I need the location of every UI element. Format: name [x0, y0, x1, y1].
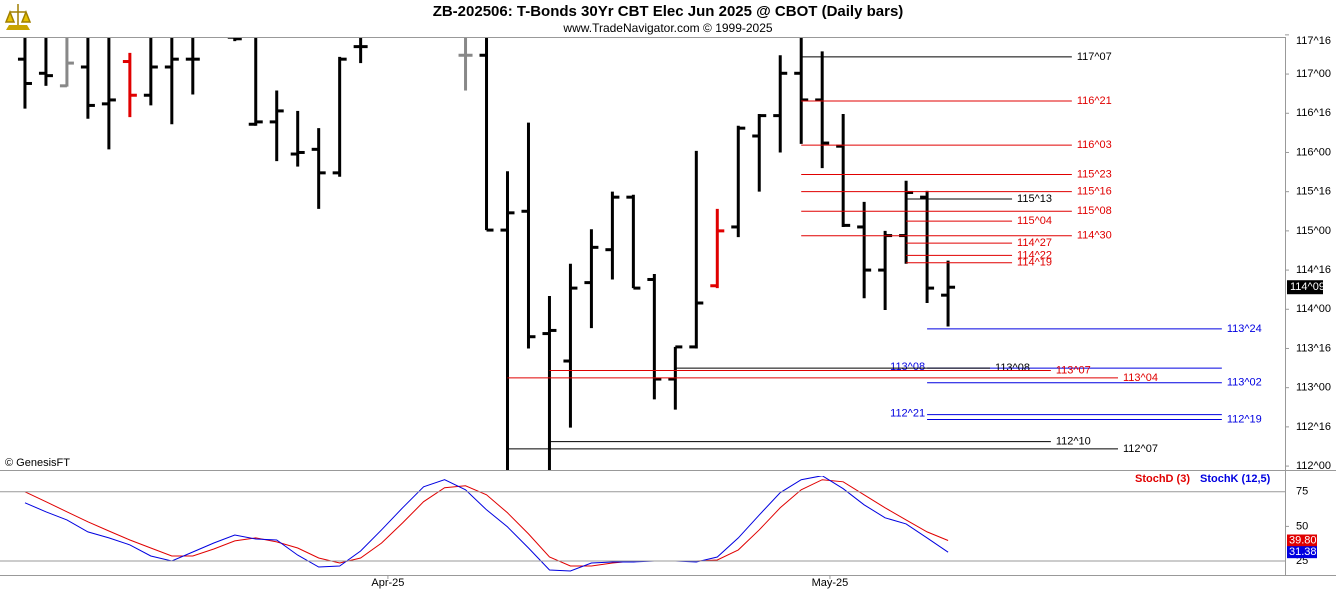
- level-label: 114^27: [1017, 237, 1052, 249]
- level-label: 113^08: [890, 361, 925, 373]
- chart-title: ZB-202506: T-Bonds 30Yr CBT Elec Jun 202…: [433, 3, 904, 20]
- level-label: 115^08: [1077, 205, 1112, 217]
- stoch-line: [24, 479, 949, 567]
- level-label: 113^08: [995, 362, 1030, 374]
- y-tick-label: 50: [1296, 520, 1308, 532]
- level-label: 116^21: [1077, 95, 1112, 107]
- y-tick-label: 115^16: [1296, 186, 1331, 198]
- stoch-line: [24, 476, 949, 572]
- level-label: 115^13: [1017, 193, 1052, 205]
- level-label: 114^30: [1077, 230, 1112, 242]
- y-tick-label: 112^16: [1296, 421, 1331, 433]
- x-tick-label: Apr-25: [371, 577, 404, 589]
- level-label: 112^21: [890, 408, 925, 420]
- last-price-box: [1287, 280, 1323, 295]
- stoch-plot: [24, 476, 949, 572]
- level-label: 112^10: [1056, 435, 1091, 447]
- level-label: 115^16: [1077, 186, 1112, 198]
- level-label: 114^22: [1017, 249, 1052, 261]
- last-value-box: [1287, 534, 1317, 547]
- legend-entry: StochD (3): [1135, 473, 1190, 485]
- y-tick-label: 115^00: [1296, 225, 1331, 237]
- y-tick-label: 116^16: [1296, 107, 1331, 119]
- price-plot: [17, 38, 956, 470]
- level-label: 116^03: [1077, 139, 1112, 151]
- last-value-label: 39.80: [1289, 534, 1317, 546]
- y-tick-label: 116^00: [1296, 146, 1331, 158]
- level-label: 113^02: [1227, 377, 1262, 389]
- y-tick-label: 113^00: [1296, 382, 1331, 394]
- level-label: 113^04: [1123, 372, 1158, 384]
- last-value-label: 31.38: [1289, 546, 1317, 558]
- y-tick-label: 113^16: [1296, 342, 1331, 354]
- y-tick-label: 114^16: [1296, 264, 1331, 276]
- level-label: 115^04: [1017, 215, 1052, 227]
- level-label: 115^23: [1077, 168, 1112, 180]
- logo: [4, 4, 32, 30]
- level-label: 113^24: [1227, 323, 1262, 335]
- level-label: 114^19: [1017, 257, 1052, 269]
- y-tick-label: 75: [1296, 486, 1308, 498]
- level-label: 112^07: [1123, 443, 1158, 455]
- last-value-box: [1287, 546, 1317, 559]
- level-label: 117^07: [1077, 51, 1112, 63]
- x-tick-label: May-25: [812, 577, 849, 589]
- level-label: 112^19: [1227, 413, 1262, 425]
- legend-entry: StochK (12,5): [1200, 473, 1271, 485]
- y-tick-label: 117^00: [1296, 68, 1331, 80]
- level-label: 113^07: [1056, 364, 1091, 376]
- y-tick-label: 114^00: [1296, 303, 1331, 315]
- y-tick-label: 112^00: [1296, 460, 1331, 472]
- y-tick-label: 117^16: [1296, 35, 1331, 47]
- chart-subtitle: www.TradeNavigator.com © 1999-2025: [562, 21, 772, 35]
- watermark: © GenesisFT: [5, 457, 70, 469]
- last-price-label: 114^09: [1290, 281, 1325, 293]
